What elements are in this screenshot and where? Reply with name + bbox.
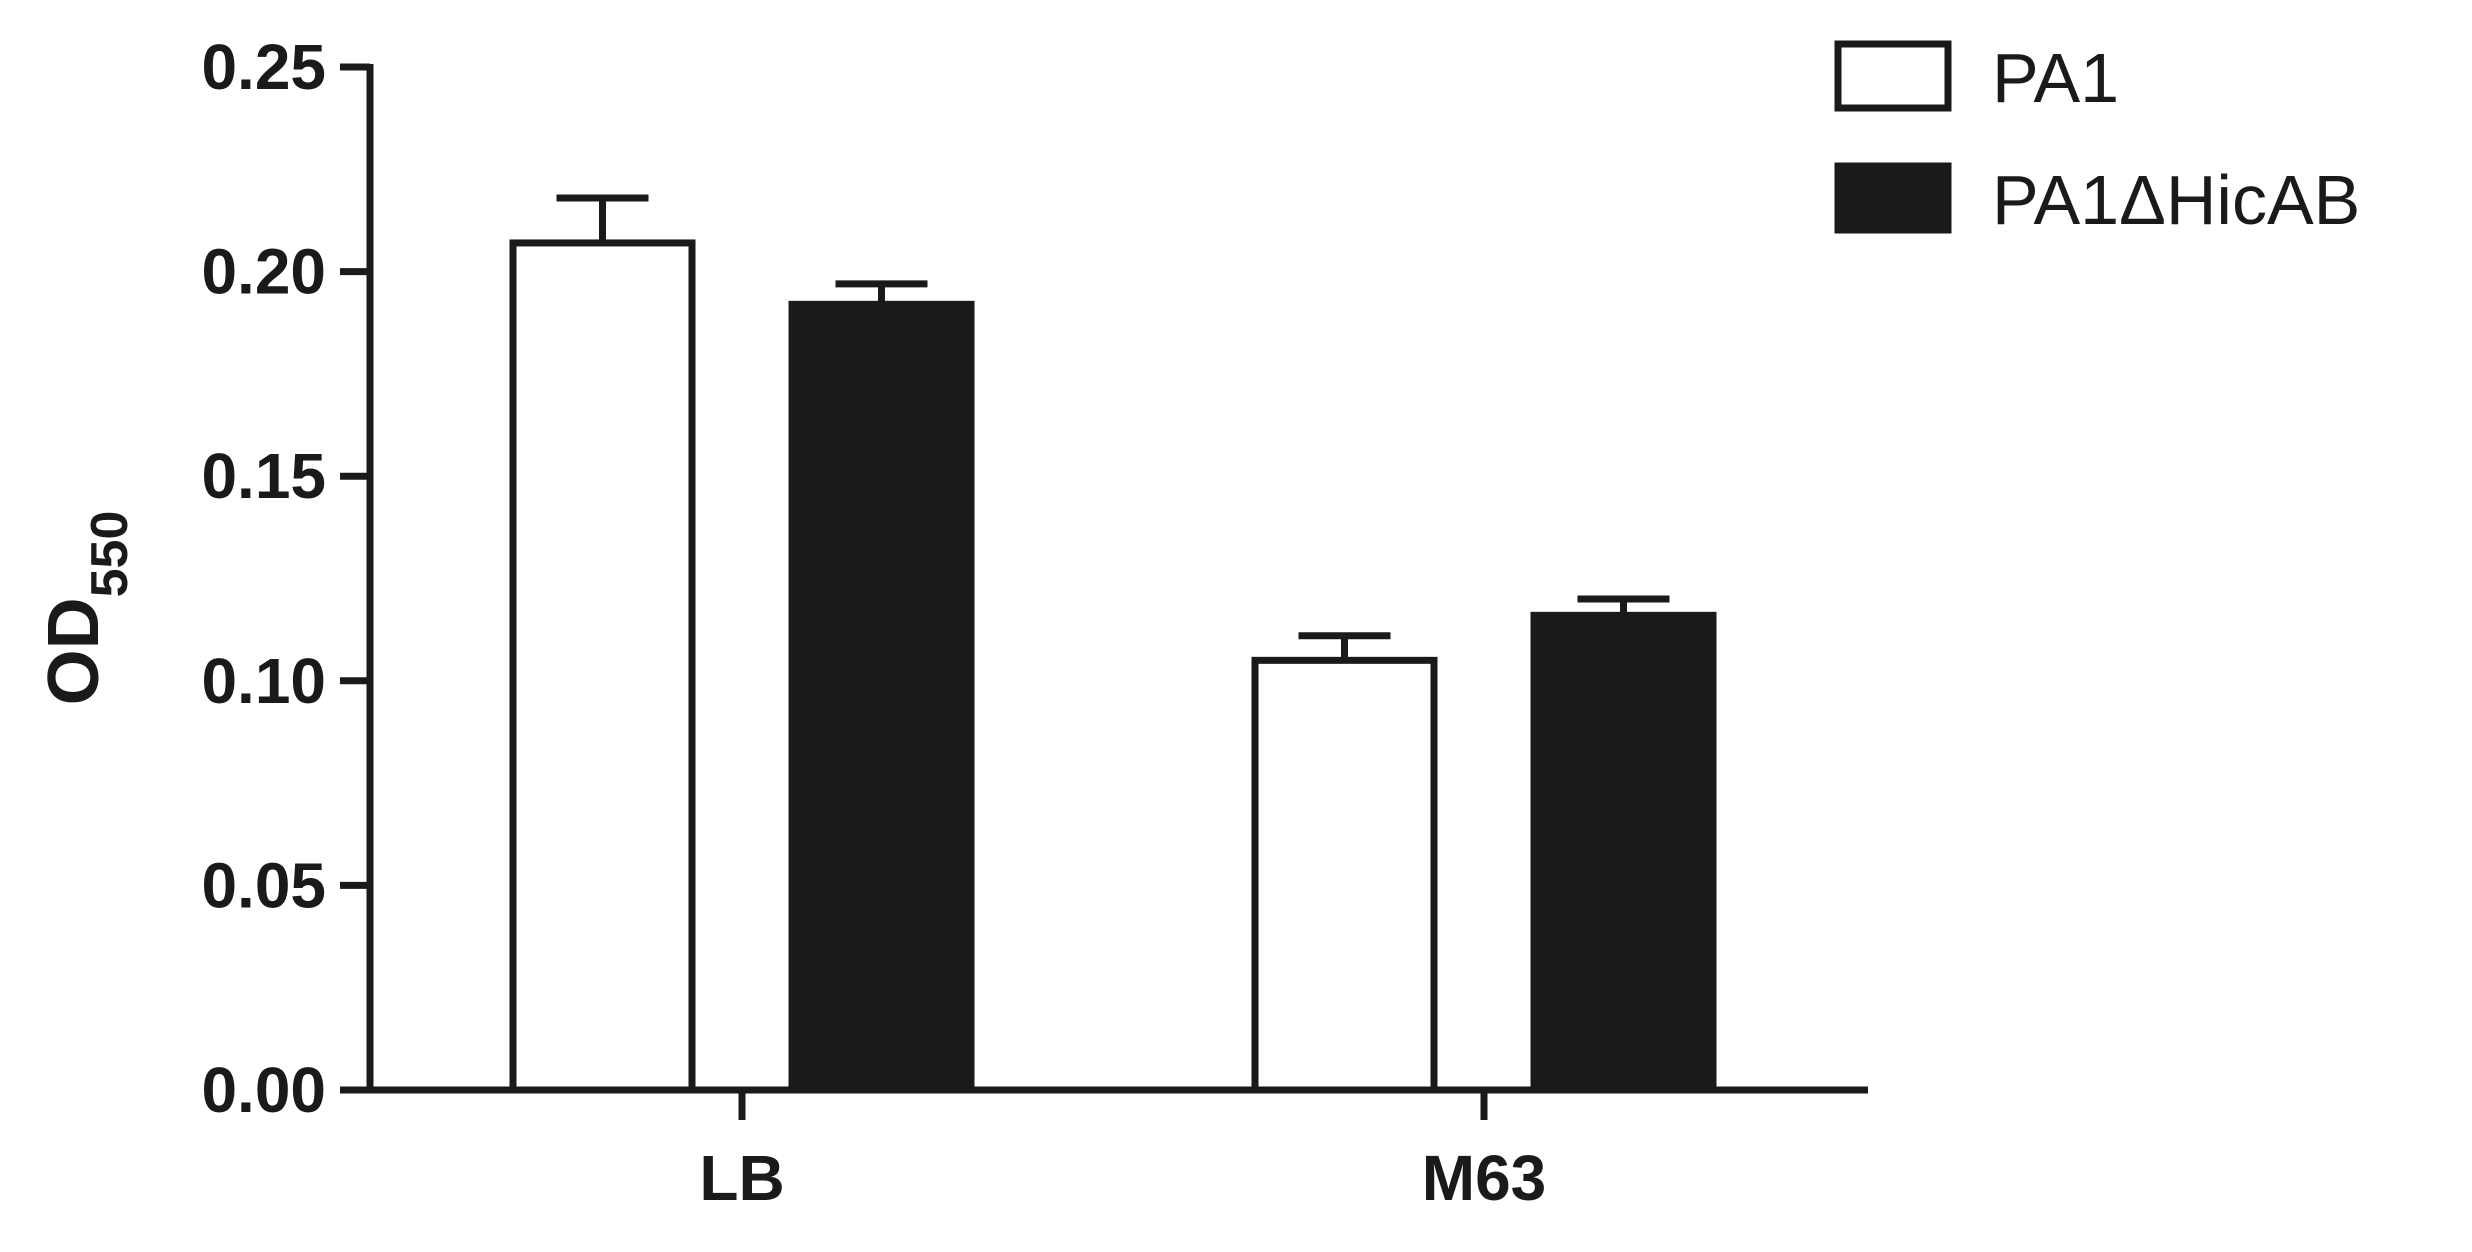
y-tick-label: 0.15 xyxy=(201,440,326,512)
bar-PA1HicAB-M63 xyxy=(1530,611,1717,1094)
legend-swatch-PA1HicAB xyxy=(1834,162,1952,234)
bars xyxy=(509,239,1717,1094)
y-tick-label: 0.10 xyxy=(201,645,326,717)
y-axis-title: OD550 xyxy=(34,511,139,706)
legend: PA1 PA1ΔHicAB xyxy=(1834,39,2360,239)
y-axis-title-main: OD xyxy=(34,597,114,705)
axes xyxy=(366,64,1868,1094)
legend-swatch-PA1 xyxy=(1834,40,1952,112)
y-tick-label: 0.20 xyxy=(201,236,326,308)
y-tick-label: 0.05 xyxy=(201,849,326,921)
bar-PA1-LB xyxy=(509,239,696,1094)
bar-PA1HicAB-LB xyxy=(788,300,975,1094)
y-tick-label: 0.25 xyxy=(201,31,326,103)
legend-label-PA1: PA1 xyxy=(1992,39,2119,117)
y-axis-title-subscript: 550 xyxy=(81,511,139,598)
x-category-label-M63: M63 xyxy=(1422,1142,1547,1214)
y-tick-label: 0.00 xyxy=(201,1054,326,1126)
bar-PA1-M63 xyxy=(1251,656,1438,1094)
x-axis-categories: LB M63 xyxy=(699,1090,1546,1214)
legend-label-PA1HicAB: PA1ΔHicAB xyxy=(1992,161,2360,239)
error-bars xyxy=(556,194,1670,661)
y-axis-ticks: 0.00 0.05 0.10 0.15 0.20 0.25 xyxy=(201,31,370,1126)
x-category-label-LB: LB xyxy=(699,1142,784,1214)
